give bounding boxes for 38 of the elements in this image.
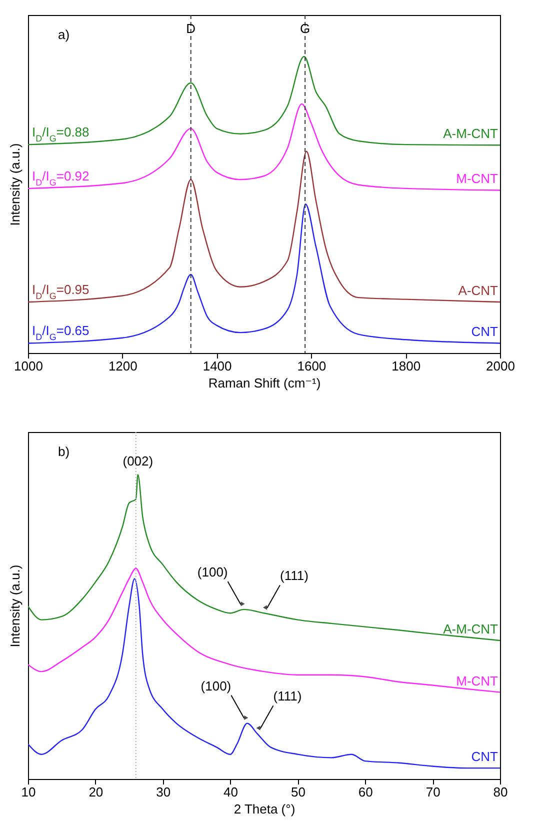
x-tick-label: 50 (290, 784, 306, 800)
x-tick-label: 80 (493, 784, 508, 800)
annotation: I$_{D}$/I$_{G}$=0.88 (32, 124, 90, 144)
text: b) (58, 444, 70, 459)
annotation: I$_{D}$/I$_{G}$=0.65 (32, 323, 90, 342)
ref-line-label: D (186, 21, 196, 36)
x-tick-label: 1000 (14, 358, 43, 374)
x-tick-label: 70 (426, 784, 440, 800)
x-axis-title: 2 Theta (°) (234, 802, 296, 816)
y-axis-title: Intensity (a.u.) (8, 564, 22, 648)
x-axis-title: Raman Shift (cm⁻¹) (208, 376, 321, 390)
x-tick-label: 1200 (108, 358, 138, 374)
ref-line-label: G (300, 21, 310, 36)
annotation: (111) (273, 688, 302, 704)
series-label: A-CNT (458, 283, 498, 298)
series-label: A-M-CNT (443, 126, 498, 142)
annotation: (111) (280, 568, 308, 584)
annotation: I$_{D}$/I$_{G}$=0.95 (32, 282, 90, 302)
text: a) (58, 27, 70, 42)
x-tick-label: 1800 (392, 358, 421, 374)
annotation: (100) (197, 564, 228, 580)
x-tick-label: 1600 (297, 358, 326, 374)
series-label: CNT (471, 324, 498, 340)
annotation: (002) (122, 454, 154, 469)
x-tick-label: 60 (358, 784, 373, 800)
x-tick-label: 10 (21, 784, 36, 800)
series-label: M-CNT (456, 673, 498, 688)
series-label: A-M-CNT (443, 622, 498, 637)
x-tick-label: 1400 (202, 358, 232, 374)
series-label: CNT (471, 749, 498, 764)
x-tick-label: 20 (88, 784, 104, 800)
annotation: I$_{D}$/I$_{G}$=0.92 (32, 168, 90, 188)
annotation: (100) (200, 678, 232, 694)
y-axis-title: Intensity (a.u.) (8, 143, 22, 226)
x-tick-label: 40 (224, 784, 238, 800)
x-tick-label: 2000 (486, 358, 515, 374)
x-tick-label: 30 (156, 784, 171, 800)
series-label: M-CNT (456, 171, 498, 186)
